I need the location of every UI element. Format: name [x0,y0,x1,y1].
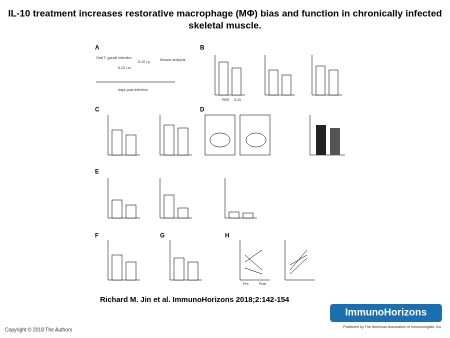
timeline-label: days post-infection [118,88,148,92]
panel-label: E [95,170,99,176]
citation: Richard M. Jin et al. ImmunoHorizons 201… [100,295,290,304]
axis-label: Pre [243,282,249,286]
bar-panel [107,240,315,281]
timeline-label: Oral T. gondii infection [96,56,132,60]
title-line: IL-10 treatment increases restorative ma… [8,9,442,20]
timeline-label: Muscle analysis [160,58,186,62]
axis-label: Post [259,282,266,286]
panel-label: H [225,234,229,240]
timeline-label: IL10 i.m. [118,66,132,70]
flow-plot [204,114,345,156]
panel-label: F [95,234,99,240]
panel-label: A [95,46,100,52]
logo: ImmunoHorizons Published by The American… [330,304,442,329]
title-line: skeletal muscle. [189,21,262,32]
bar-panel [214,55,342,96]
logo-text: ImmunoHorizons [345,308,427,319]
copyright: Copyright © 2018 The Authors [5,326,73,333]
group-label: PBS [222,98,230,102]
bar-panel [107,178,257,219]
publisher: Published by The American Association of… [343,325,442,329]
panel-label: B [200,46,205,52]
bar-panel [107,115,192,156]
panel-label: D [200,108,205,114]
figure: A Oral T. gondii infection IL10 i.m. IL1… [95,46,345,286]
panel-label: G [160,234,165,240]
panel-label: C [95,108,100,114]
group-label: IL10 [234,98,241,102]
timeline-label: IL10 i.p. [138,60,151,64]
